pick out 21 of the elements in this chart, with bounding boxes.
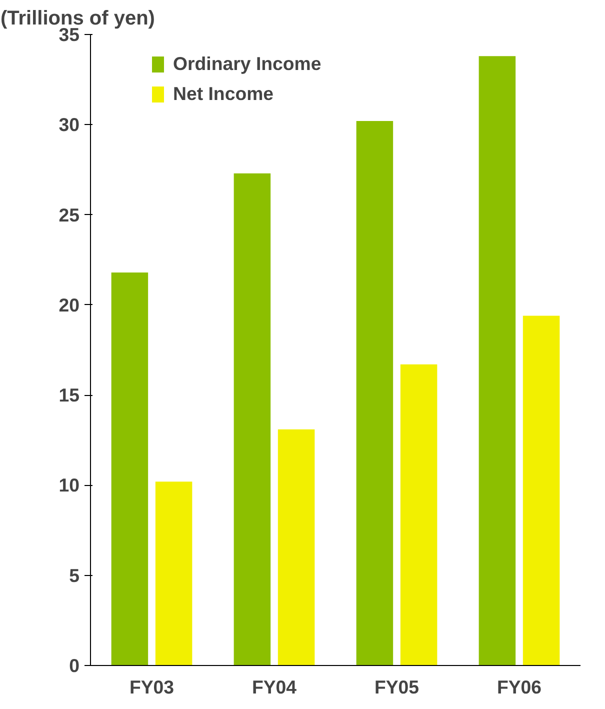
- y-tick-label: 0: [69, 655, 80, 676]
- legend-label: Net Income: [173, 83, 274, 105]
- legend-label: Ordinary Income: [173, 53, 322, 75]
- y-tick-label: 10: [58, 474, 80, 496]
- bar: [522, 316, 560, 666]
- bar: [400, 364, 438, 666]
- x-tick-label: FY06: [496, 676, 542, 698]
- bar: [234, 173, 271, 666]
- bar: [111, 272, 148, 666]
- y-tick-label: 20: [58, 294, 80, 316]
- x-tick-label: FY05: [374, 676, 420, 698]
- y-tick-label: 5: [69, 564, 80, 586]
- bar: [478, 56, 516, 666]
- y-tick-label: 30: [58, 114, 80, 136]
- bar: [155, 482, 192, 666]
- x-tick-label: FY03: [129, 676, 174, 698]
- bar: [356, 121, 394, 666]
- y-tick-label: 15: [58, 384, 80, 406]
- bar: [278, 429, 315, 666]
- x-tick-label: FY04: [252, 676, 298, 698]
- y-tick-label: 25: [58, 204, 80, 226]
